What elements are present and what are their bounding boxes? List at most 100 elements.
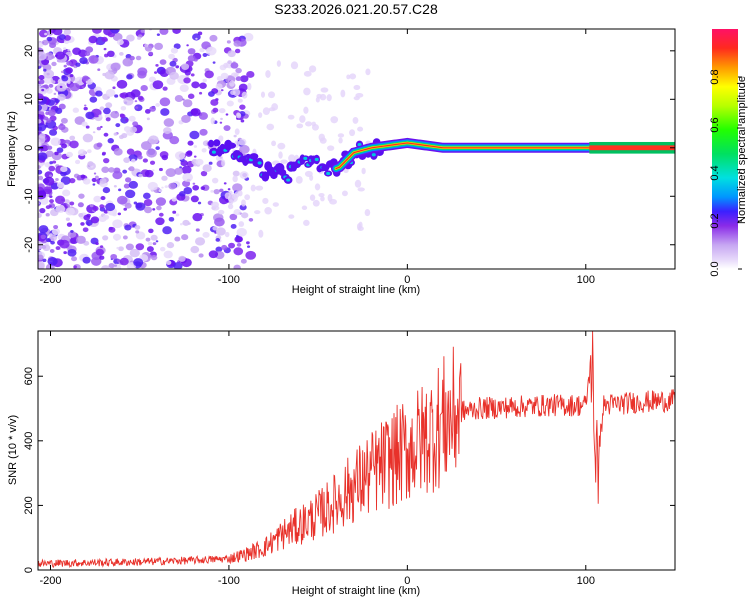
noise-blob <box>137 70 147 79</box>
haze-blob <box>288 214 295 219</box>
noise-blob <box>155 217 165 226</box>
noise-blob <box>223 182 227 185</box>
noise-blob <box>102 187 111 194</box>
noise-blob <box>99 204 105 209</box>
noise-blob <box>70 230 74 233</box>
noise-blob <box>110 253 118 260</box>
noise-blob <box>43 176 55 186</box>
noise-blob <box>243 32 254 42</box>
noise-blob <box>116 79 128 89</box>
ridge-blob <box>213 139 221 147</box>
haze-blob <box>215 83 223 90</box>
noise-blob <box>182 219 190 226</box>
haze-blob <box>319 93 327 101</box>
noise-blob <box>57 93 66 101</box>
noise-blob <box>232 183 243 192</box>
noise-blob <box>155 197 167 206</box>
noise-blob <box>191 81 200 89</box>
snr-x-tick-label: -200 <box>39 575 61 587</box>
noise-blob <box>55 177 59 181</box>
noise-blob <box>118 188 122 192</box>
noise-blob <box>190 245 200 254</box>
noise-blob <box>116 39 124 46</box>
noise-blob <box>140 141 152 151</box>
noise-blob <box>69 201 75 206</box>
noise-blob <box>135 202 146 211</box>
noise-blob <box>82 178 91 185</box>
noise-blob <box>182 99 193 108</box>
haze-blob <box>352 116 359 124</box>
noise-blob <box>54 107 63 114</box>
noise-blob <box>192 182 196 185</box>
noise-blob <box>49 161 54 165</box>
haze-blob <box>232 175 238 183</box>
noise-blob <box>103 209 109 214</box>
noise-blob <box>147 181 158 191</box>
noise-blob <box>49 249 55 253</box>
noise-blob <box>160 108 170 116</box>
haze-blob <box>318 133 325 142</box>
noise-blob <box>174 236 181 242</box>
noise-blob <box>156 205 162 211</box>
noise-blob <box>112 86 116 90</box>
noise-blob <box>56 181 65 189</box>
haze-blob <box>241 91 248 99</box>
noise-blob <box>181 63 190 70</box>
noise-blob <box>236 242 242 247</box>
noise-blob <box>38 254 44 261</box>
noise-blob <box>186 178 191 182</box>
noise-blob <box>95 248 104 256</box>
noise-blob <box>119 51 124 56</box>
noise-blob <box>78 213 84 218</box>
noise-blob <box>66 151 73 158</box>
noise-blob <box>216 75 223 82</box>
noise-blob <box>96 126 102 131</box>
noise-blob <box>45 150 54 158</box>
noise-blob <box>75 159 81 165</box>
noise-blob <box>200 170 208 177</box>
noise-blob <box>102 107 111 115</box>
spectrogram-y-tick-label: 10 <box>23 93 35 105</box>
noise-blob <box>152 242 157 246</box>
noise-blob <box>69 140 79 149</box>
noise-blob <box>97 68 101 71</box>
noise-blob <box>85 219 93 226</box>
noise-blob <box>235 76 242 82</box>
noise-blob <box>148 51 154 56</box>
snr-plot-area <box>38 331 675 570</box>
noise-blob <box>119 92 126 98</box>
noise-blob <box>80 222 85 226</box>
noise-blob <box>90 216 100 224</box>
haze-blob <box>262 107 270 116</box>
noise-blob <box>187 55 196 62</box>
noise-blob <box>49 174 53 177</box>
noise-blob <box>169 136 180 145</box>
noise-blob <box>60 170 67 177</box>
noise-blob <box>145 237 151 242</box>
noise-blob <box>174 95 184 102</box>
noise-blob <box>186 150 193 156</box>
noise-blob <box>103 132 109 137</box>
noise-blob <box>78 49 88 58</box>
haze-blob <box>358 221 363 229</box>
noise-blob <box>135 230 140 234</box>
noise-blob <box>99 245 104 248</box>
haze-blob <box>218 135 224 142</box>
noise-blob <box>69 74 74 78</box>
snr-x-tick-label: 100 <box>577 575 595 587</box>
noise-blob <box>228 242 236 249</box>
noise-blob <box>171 197 177 202</box>
noise-blob <box>69 135 76 141</box>
noise-blob <box>62 189 71 197</box>
haze-blob <box>211 177 219 184</box>
noise-blob <box>122 57 134 67</box>
haze-blob <box>271 140 277 147</box>
noise-blob <box>69 82 80 92</box>
noise-blob <box>229 213 238 221</box>
noise-blob <box>45 205 51 210</box>
noise-blob <box>166 242 175 249</box>
noise-blob <box>116 259 121 263</box>
haze-blob <box>212 226 219 231</box>
noise-blob <box>126 74 133 80</box>
noise-blob <box>204 70 214 79</box>
